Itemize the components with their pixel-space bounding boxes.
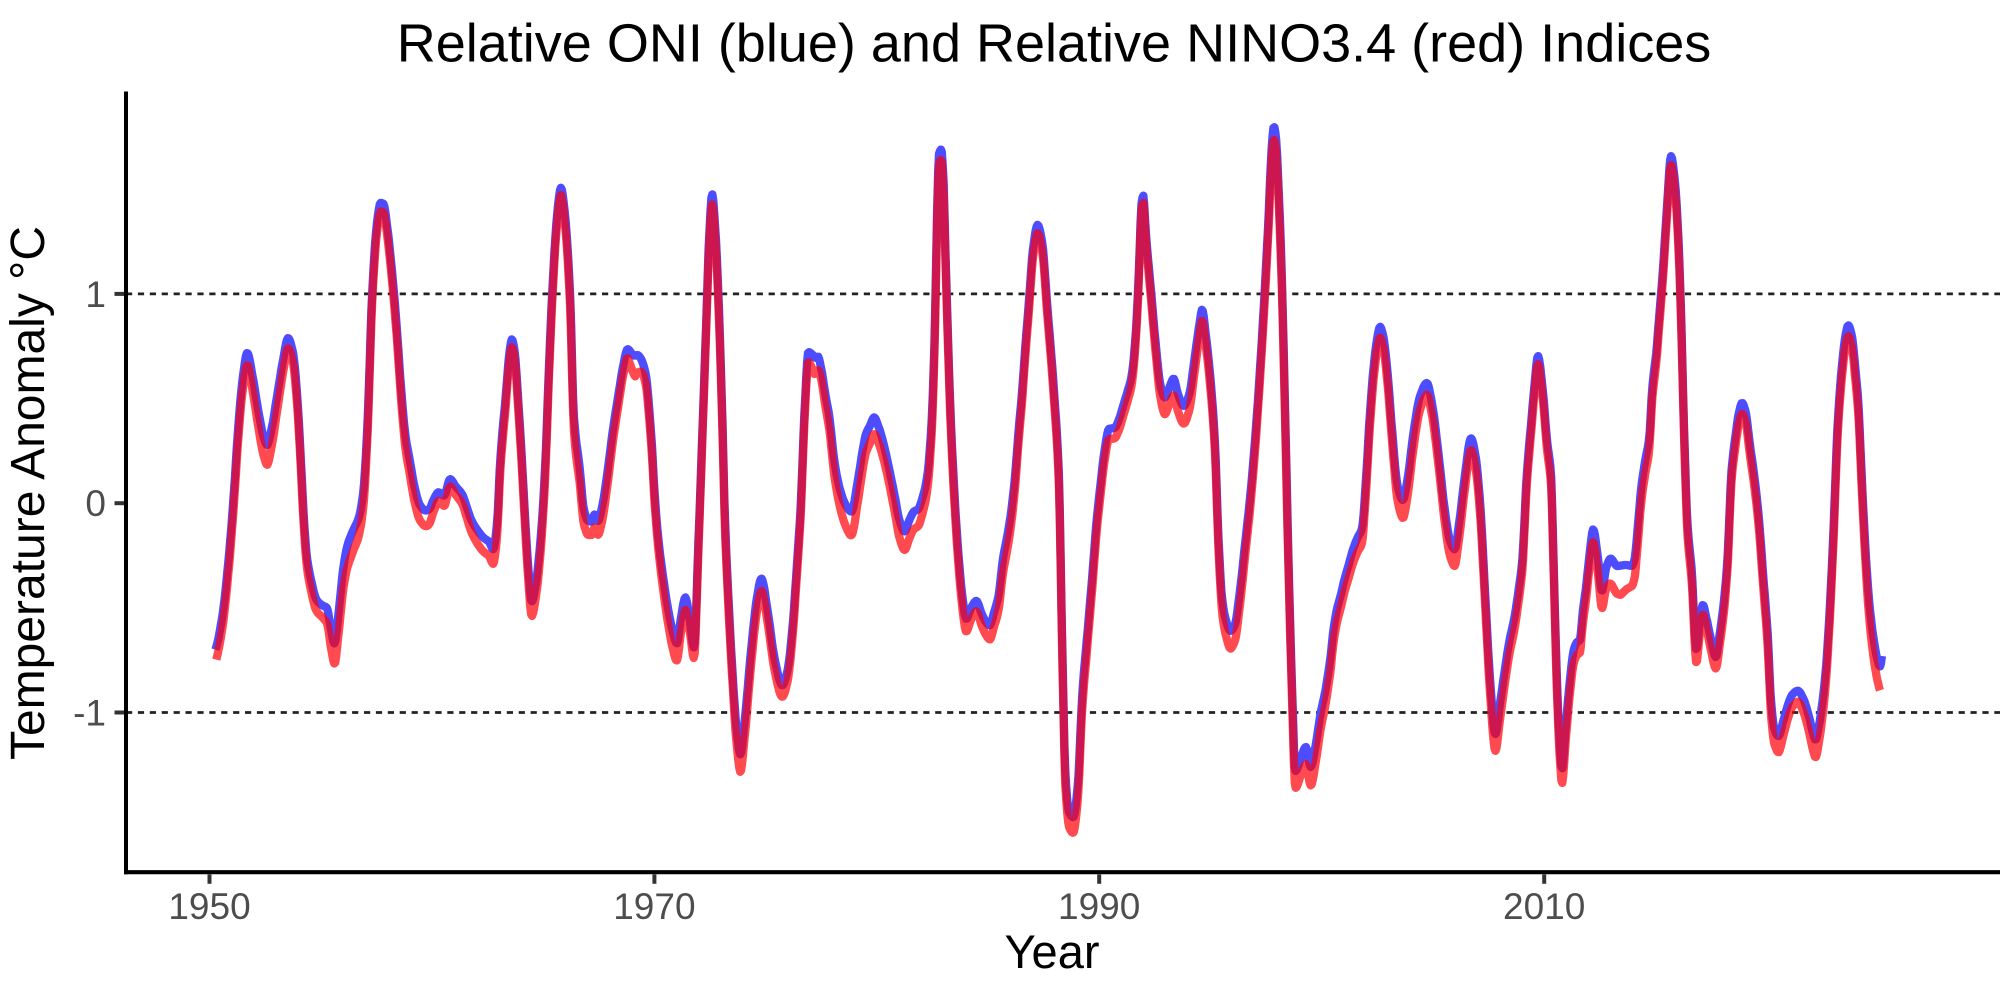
svg-text:1990: 1990 [1058, 886, 1140, 927]
svg-text:0: 0 [85, 483, 106, 524]
svg-text:-1: -1 [73, 692, 106, 733]
svg-text:1: 1 [85, 274, 106, 315]
svg-text:2010: 2010 [1503, 886, 1585, 927]
svg-text:Temperature Anomaly °C: Temperature Anomaly °C [2, 226, 55, 760]
svg-text:1950: 1950 [168, 886, 250, 927]
svg-text:Relative ONI (blue) and Relati: Relative ONI (blue) and Relative NINO3.4… [397, 14, 1712, 74]
svg-text:Year: Year [1005, 925, 1100, 978]
svg-text:1970: 1970 [613, 886, 695, 927]
